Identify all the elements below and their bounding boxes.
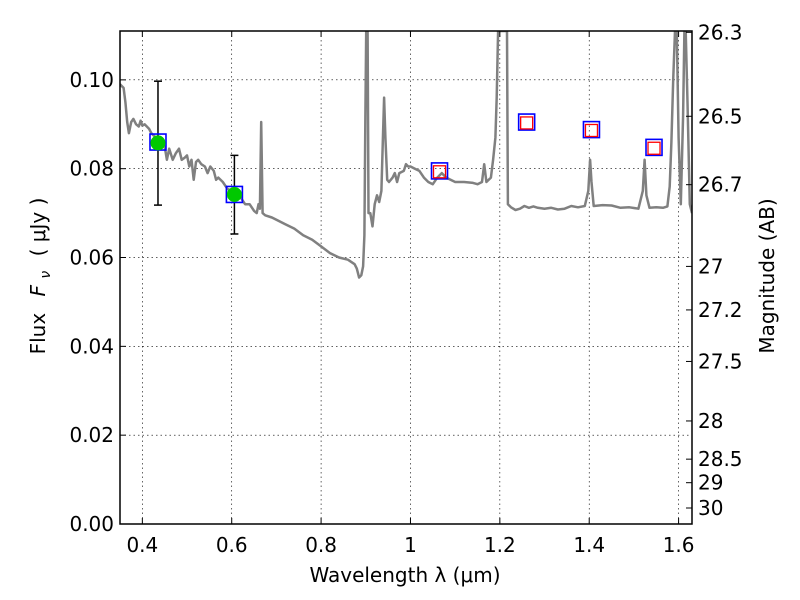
observed-square-marker [432, 165, 447, 179]
y-axis-label-text: Flux [26, 313, 50, 355]
right-axis-label: Magnitude (AB) [755, 198, 779, 353]
mag-tick-label: 28 [698, 409, 723, 433]
grid [120, 31, 692, 525]
x-tick-label: 1 [404, 533, 417, 557]
plot-area [120, 31, 692, 279]
y-axis-label-subscript: ν [38, 271, 54, 279]
mag-tick-label: 26.3 [698, 20, 743, 44]
model-square-marker [645, 138, 663, 157]
detection-circle-marker [226, 186, 242, 202]
x-tick-label: 1.4 [573, 533, 605, 557]
y-tick-label: 0.08 [69, 157, 114, 181]
mag-tick-label: 29 [698, 471, 723, 495]
y-tick-label: 0.06 [69, 246, 114, 270]
x-tick-label: 1.6 [663, 533, 695, 557]
mag-tick-label: 27.5 [698, 349, 743, 373]
mag-tick-label: 28.5 [698, 447, 743, 471]
y-axis-label: Flux F ν ( μJy ) [26, 198, 55, 355]
svg-text:Flux F ν ( μ: Flux F ν ( μJy ) [26, 198, 55, 355]
model-square-marker [225, 185, 244, 204]
axis-ticks: 0.4 0.6 0.8 1 1.2 1.4 1.6 0.00 0.02 0.04 0.06 0.08 0… [69, 20, 742, 557]
y-axis-label-unit: ( μJy ) [26, 198, 50, 257]
y-tick-label: 0.02 [69, 423, 114, 447]
mag-tick-label: 26.5 [698, 104, 743, 128]
x-tick-label: 0.6 [216, 533, 248, 557]
y-axis-label-symbol: F [26, 284, 50, 296]
y-tick-label: 0.00 [69, 512, 114, 536]
mag-tick-label: 26.7 [698, 173, 743, 197]
observed-square-marker [584, 123, 599, 138]
mag-tick-label: 30 [698, 496, 723, 520]
model-square-marker [582, 120, 601, 139]
y-tick-label: 0.10 [69, 68, 114, 92]
mag-tick-label: 27 [698, 254, 723, 278]
model-square-marker [517, 113, 536, 131]
x-tick-label: 1.2 [484, 533, 516, 557]
mag-tick-label: 27.2 [698, 298, 743, 322]
detection-circle-marker [150, 135, 166, 151]
y-tick-label: 0.04 [69, 334, 114, 358]
x-tick-label: 0.8 [305, 533, 337, 557]
x-axis-label: Wavelength λ (μm) [309, 563, 500, 587]
spectrum-line [120, 31, 692, 279]
plot-frame [119, 30, 693, 525]
model-square-marker [430, 162, 449, 180]
observed-square-marker [647, 141, 661, 155]
observed-square-marker [520, 116, 534, 130]
x-tick-label: 0.4 [126, 533, 158, 557]
